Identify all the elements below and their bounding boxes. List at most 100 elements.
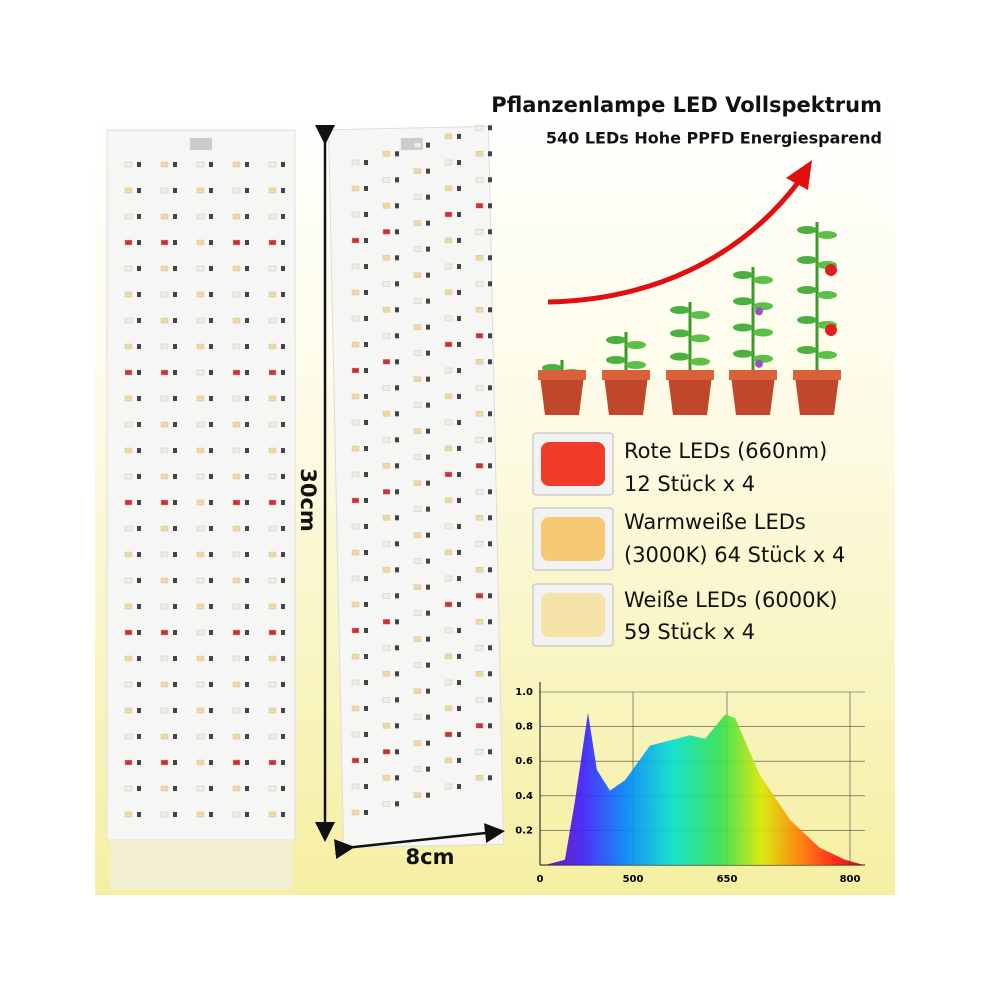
- led: [281, 448, 285, 453]
- fruit: [755, 307, 763, 316]
- led: [382, 333, 391, 339]
- subtitle: 540 LEDs Hohe PPFD Energiesparend: [546, 129, 882, 148]
- pot-rim: [729, 370, 777, 380]
- led: [395, 359, 399, 365]
- led-count: 12 Stück x 4: [624, 472, 755, 496]
- led: [173, 188, 177, 193]
- led: [196, 785, 205, 792]
- led: [124, 551, 133, 558]
- led: [160, 213, 169, 220]
- led: [232, 421, 241, 428]
- led: [173, 708, 177, 713]
- led: [245, 214, 249, 219]
- led: [426, 688, 430, 694]
- led: [281, 292, 285, 297]
- led: [351, 185, 360, 192]
- led: [281, 604, 285, 609]
- led: [196, 317, 205, 324]
- led: [137, 682, 141, 687]
- leaf: [670, 329, 690, 338]
- led: [209, 422, 213, 427]
- leaf: [733, 297, 753, 306]
- led: [444, 263, 453, 270]
- led: [426, 272, 430, 278]
- led: [268, 499, 277, 506]
- led: [351, 211, 360, 218]
- led: [281, 214, 285, 219]
- led: [209, 266, 213, 271]
- leaf: [690, 334, 710, 343]
- led: [173, 318, 177, 323]
- fruit: [825, 264, 837, 276]
- led: [426, 766, 430, 772]
- led: [281, 812, 285, 817]
- leaf: [753, 276, 773, 284]
- led: [444, 367, 453, 374]
- led: [444, 653, 453, 660]
- led: [124, 681, 133, 688]
- led: [245, 526, 249, 531]
- led: [268, 733, 277, 740]
- led: [488, 515, 492, 521]
- led: [196, 265, 205, 272]
- led: [444, 133, 453, 140]
- led: [160, 317, 169, 324]
- led: [351, 809, 360, 816]
- leaf: [733, 271, 753, 279]
- led: [488, 177, 492, 183]
- led: [160, 733, 169, 740]
- led: [137, 552, 141, 557]
- led: [426, 506, 430, 512]
- led: [426, 402, 430, 408]
- led: [382, 229, 391, 235]
- led: [395, 593, 399, 599]
- led: [364, 654, 368, 659]
- led: [268, 161, 277, 168]
- led: [281, 552, 285, 557]
- led: [196, 577, 205, 584]
- led: [173, 656, 177, 661]
- led: [268, 577, 277, 584]
- led: [281, 396, 285, 401]
- led: [457, 263, 461, 269]
- led: [160, 473, 169, 480]
- led: [173, 630, 177, 635]
- led: [124, 213, 133, 220]
- leaf: [797, 286, 817, 294]
- led: [413, 168, 422, 174]
- leaf: [817, 291, 837, 299]
- led: [245, 734, 249, 739]
- led: [457, 133, 461, 139]
- fruit: [755, 359, 763, 368]
- led: [444, 185, 453, 192]
- led: [488, 723, 492, 729]
- led: [281, 162, 285, 167]
- led: [444, 471, 453, 478]
- led: [395, 385, 399, 391]
- led: [444, 341, 453, 348]
- led: [457, 211, 461, 217]
- led: [124, 265, 133, 272]
- pot-rim: [666, 370, 714, 380]
- led: [124, 161, 133, 168]
- led: [444, 159, 453, 166]
- led: [173, 422, 177, 427]
- led: [268, 239, 277, 246]
- led: [196, 447, 205, 454]
- led: [281, 188, 285, 193]
- led: [268, 629, 277, 636]
- led: [426, 792, 430, 798]
- led: [413, 792, 422, 798]
- led: [444, 445, 453, 452]
- led: [209, 604, 213, 609]
- led: [173, 474, 177, 479]
- led: [232, 213, 241, 220]
- led: [488, 489, 492, 495]
- led: [173, 812, 177, 817]
- led: [457, 445, 461, 451]
- led: [232, 499, 241, 506]
- led: [395, 203, 399, 209]
- growth-arrow-head: [786, 160, 812, 190]
- led: [413, 584, 422, 590]
- led: [196, 707, 205, 714]
